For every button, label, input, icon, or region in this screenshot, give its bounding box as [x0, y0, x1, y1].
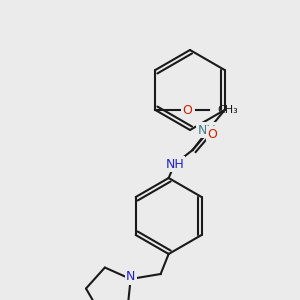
Text: N: N — [126, 271, 135, 284]
Text: NH: NH — [197, 124, 216, 136]
Text: NH: NH — [165, 158, 184, 170]
Text: O: O — [182, 103, 192, 116]
Text: CH₃: CH₃ — [218, 105, 238, 115]
Text: O: O — [208, 128, 218, 140]
